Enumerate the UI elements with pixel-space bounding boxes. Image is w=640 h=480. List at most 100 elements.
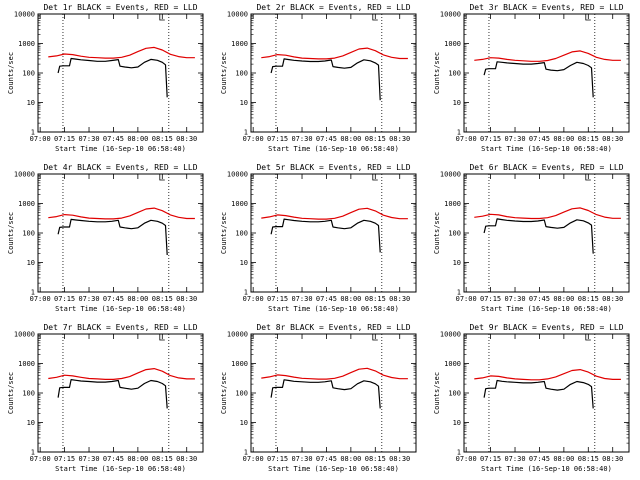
y-tick-label: 1 <box>457 449 461 457</box>
x-tick-label: 07:00 <box>30 135 51 143</box>
x-tick-label: 07:30 <box>291 295 312 303</box>
bracket-marker <box>372 14 378 21</box>
x-tick-label: 08:15 <box>578 455 599 463</box>
events-series-line <box>270 218 381 253</box>
x-tick-label: 08:30 <box>389 135 410 143</box>
y-tick-label: 100 <box>448 70 461 78</box>
x-tick-label: 08:15 <box>152 455 173 463</box>
plot-frame <box>37 13 204 133</box>
x-tick-label: 07:15 <box>267 455 288 463</box>
x-tick-label: 07:45 <box>316 455 337 463</box>
x-tick-label: 07:30 <box>504 295 525 303</box>
x-tick-label: 07:30 <box>78 295 99 303</box>
x-axis-label: Start Time (16-Sep-10 06:58:40) <box>481 465 612 473</box>
chart-title: Det 2r BLACK = Events, RED = LLD <box>256 3 410 12</box>
y-tick-label: 1000 <box>231 200 248 208</box>
x-tick-label: 07:45 <box>316 295 337 303</box>
y-tick-label: 1 <box>31 129 35 137</box>
x-tick-label: 07:45 <box>529 295 550 303</box>
x-tick-label: 07:15 <box>267 295 288 303</box>
x-tick-label: 08:30 <box>176 455 197 463</box>
y-tick-label: 1 <box>457 129 461 137</box>
chart-panel-7: Det 7r BLACK = Events, RED = LLD 1 10 100 10… <box>7 323 204 473</box>
x-tick-label: 08:00 <box>127 135 148 143</box>
events-series-line <box>57 218 168 256</box>
x-tick-label: 07:30 <box>504 455 525 463</box>
plot-frame <box>250 13 417 133</box>
y-tick-label: 10 <box>27 419 35 427</box>
x-tick-label: 08:00 <box>553 455 574 463</box>
y-tick-label: 100 <box>235 70 248 78</box>
chart-panel-1: Det 1r BLACK = Events, RED = LLD 1 10 100 10… <box>7 3 204 153</box>
x-tick-label: 07:15 <box>54 295 75 303</box>
y-axis-label: Counts/sec <box>433 212 441 254</box>
bracket-marker <box>372 174 378 181</box>
x-tick-label: 07:45 <box>529 455 550 463</box>
x-axis-label: Start Time (16-Sep-10 06:58:40) <box>268 305 399 313</box>
y-tick-label: 1 <box>457 289 461 297</box>
x-tick-label: 08:00 <box>340 135 361 143</box>
y-tick-label: 10000 <box>227 331 248 339</box>
y-tick-label: 10000 <box>440 171 461 179</box>
lld-series-line <box>474 50 621 62</box>
y-tick-label: 10000 <box>440 11 461 19</box>
x-tick-label: 07:00 <box>30 295 51 303</box>
bracket-marker <box>159 174 165 181</box>
x-tick-label: 07:00 <box>243 455 264 463</box>
y-tick-label: 100 <box>448 390 461 398</box>
x-tick-label: 08:15 <box>152 135 173 143</box>
x-tick-label: 08:15 <box>365 135 386 143</box>
events-series-line <box>270 58 381 101</box>
bracket-marker <box>372 334 378 341</box>
y-tick-label: 10 <box>453 419 461 427</box>
bracket-marker <box>585 174 591 181</box>
x-tick-label: 07:45 <box>103 135 124 143</box>
events-series-line <box>57 378 168 409</box>
y-axis-label: Counts/sec <box>220 212 228 254</box>
y-tick-label: 1 <box>244 449 248 457</box>
y-tick-label: 10000 <box>14 171 35 179</box>
lld-series-line <box>48 207 195 220</box>
x-tick-label: 08:15 <box>578 295 599 303</box>
x-tick-label: 08:00 <box>127 295 148 303</box>
lld-series-line <box>261 207 408 220</box>
lld-series-line <box>261 367 408 380</box>
y-tick-label: 1000 <box>444 40 461 48</box>
x-tick-label: 08:00 <box>553 135 574 143</box>
x-tick-label: 08:30 <box>389 455 410 463</box>
chart-title: Det 4r BLACK = Events, RED = LLD <box>43 163 197 172</box>
x-axis-label: Start Time (16-Sep-10 06:58:40) <box>481 145 612 153</box>
lld-series-line <box>474 207 621 220</box>
x-tick-label: 07:30 <box>291 135 312 143</box>
y-tick-label: 1000 <box>18 360 35 368</box>
plot-frame <box>37 333 204 453</box>
chart-panel-9: Det 9r BLACK = Events, RED = LLD 1 10 100 10… <box>433 323 630 473</box>
x-tick-label: 07:00 <box>456 295 477 303</box>
x-tick-label: 07:00 <box>456 455 477 463</box>
plot-frame <box>463 173 630 293</box>
y-tick-label: 1000 <box>18 40 35 48</box>
y-tick-label: 10 <box>27 99 35 107</box>
bracket-marker <box>159 334 165 341</box>
y-tick-label: 1000 <box>231 360 248 368</box>
lld-series-line <box>474 368 621 381</box>
events-series-line <box>483 379 594 409</box>
x-axis-label: Start Time (16-Sep-10 06:58:40) <box>481 305 612 313</box>
bracket-marker <box>585 334 591 341</box>
lld-series-line <box>48 46 195 59</box>
x-tick-label: 07:30 <box>504 135 525 143</box>
x-tick-label: 07:00 <box>30 455 51 463</box>
y-tick-label: 10000 <box>14 331 35 339</box>
x-tick-label: 08:30 <box>176 295 197 303</box>
x-tick-label: 08:15 <box>365 455 386 463</box>
chart-title: Det 8r BLACK = Events, RED = LLD <box>256 323 410 332</box>
x-tick-label: 08:00 <box>340 455 361 463</box>
x-tick-label: 07:45 <box>529 135 550 143</box>
chart-title: Det 9r BLACK = Events, RED = LLD <box>469 323 623 332</box>
x-tick-label: 08:30 <box>602 135 623 143</box>
y-tick-label: 10000 <box>227 11 248 19</box>
y-tick-label: 1000 <box>18 200 35 208</box>
x-axis-label: Start Time (16-Sep-10 06:58:40) <box>268 145 399 153</box>
x-tick-label: 08:30 <box>176 135 197 143</box>
